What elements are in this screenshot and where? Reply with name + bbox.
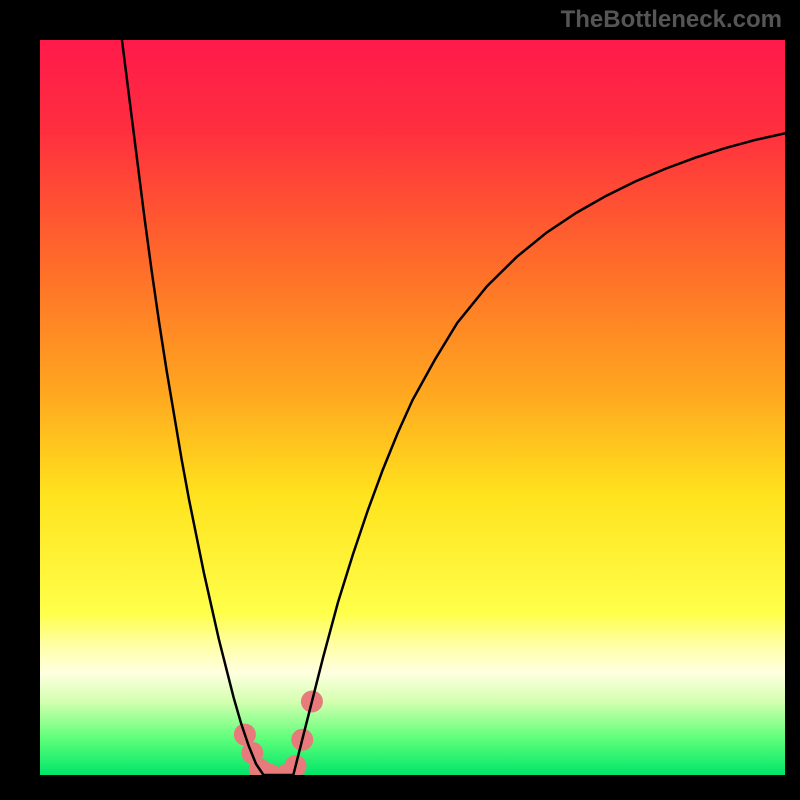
watermark-text: TheBottleneck.com — [561, 6, 782, 34]
chart-background — [40, 40, 785, 775]
chart-frame: TheBottleneck.com — [0, 0, 800, 800]
bottleneck-chart — [40, 40, 785, 775]
